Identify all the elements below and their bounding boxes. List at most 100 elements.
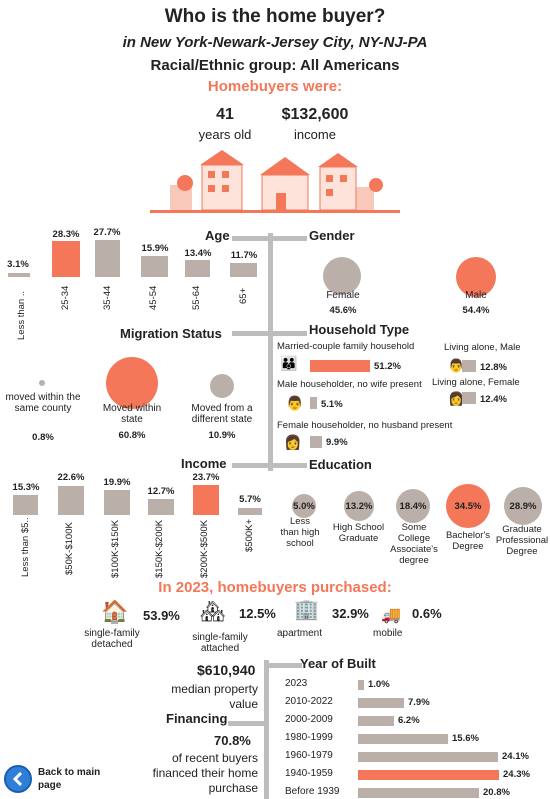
income-value: $132,600 bbox=[281, 106, 349, 123]
group-subtitle: Racial/Ethnic group: All Americans bbox=[150, 57, 400, 74]
income-label: 23.7% bbox=[192, 472, 220, 483]
year-built-label: 24.3% bbox=[503, 769, 530, 780]
age-tick: 65+ bbox=[238, 287, 249, 304]
age-bar bbox=[230, 263, 257, 277]
alone-female-label: Living alone, Female bbox=[432, 377, 520, 388]
migration-pct: 10.9% bbox=[208, 430, 236, 441]
attached-pct: 12.5% bbox=[239, 606, 276, 621]
house-icon: 🏠 bbox=[101, 599, 129, 624]
age-bar bbox=[8, 273, 30, 277]
income-tick: $50K-$100K bbox=[64, 522, 75, 575]
age-bar bbox=[185, 260, 210, 277]
year-built-bar bbox=[358, 788, 479, 798]
median-label: median property value bbox=[171, 682, 258, 711]
income-tick: $100K-$150K bbox=[110, 519, 121, 578]
education-label: Less than high school bbox=[280, 516, 320, 549]
age-tick: 35-44 bbox=[102, 285, 113, 310]
income-label: 19.9% bbox=[103, 477, 131, 488]
migration-circle bbox=[210, 374, 234, 398]
financing-title: Financing bbox=[166, 711, 228, 726]
apartment-label: apartment bbox=[277, 628, 323, 639]
female-label: Female bbox=[326, 290, 360, 301]
year-built-bar bbox=[358, 770, 499, 780]
year-built-label: 7.9% bbox=[408, 697, 430, 708]
income-tick: $200K-$500K bbox=[199, 519, 210, 578]
year-built-label: 20.8% bbox=[483, 787, 510, 798]
alone-male-label: Living alone, Male bbox=[444, 342, 521, 353]
age-bar bbox=[141, 256, 168, 277]
year-built-label: 1.0% bbox=[368, 679, 390, 690]
gender-title: Gender bbox=[309, 228, 355, 243]
detached-label: single-family detached bbox=[84, 628, 140, 650]
income-bar bbox=[13, 495, 38, 515]
age-value-label: years old bbox=[198, 127, 252, 142]
alone-female-pct: 12.4% bbox=[480, 394, 507, 405]
back-arrow-icon[interactable] bbox=[4, 765, 32, 793]
age-value: 41 bbox=[216, 106, 234, 123]
attached-label: single-family attached bbox=[192, 632, 248, 654]
education-circle bbox=[396, 489, 430, 523]
mobile-home-icon: 🚚 bbox=[381, 607, 401, 624]
back-to-main-button[interactable]: Back to main page bbox=[4, 765, 114, 795]
location-subtitle: in New York-Newark-Jersey City, NY-NJ-PA bbox=[122, 34, 428, 51]
year-built-label: 6.2% bbox=[398, 715, 420, 726]
migration-household-connector bbox=[232, 331, 307, 336]
alone-male-bar bbox=[462, 360, 476, 372]
townhouse-icon: 🏘 bbox=[200, 601, 226, 623]
female-circle bbox=[323, 257, 361, 295]
year-built-tick: 2023 bbox=[285, 678, 308, 689]
male-label: Male bbox=[465, 290, 487, 301]
income-label: 15.3% bbox=[12, 482, 40, 493]
male-no-wife-pct: 5.1% bbox=[321, 399, 343, 410]
financing-pct: 70.8% bbox=[214, 733, 251, 748]
median-value: $610,940 bbox=[197, 662, 256, 678]
year-built-tick: 2000-2009 bbox=[285, 714, 333, 725]
female-no-husband-label: Female householder, no husband present bbox=[277, 420, 453, 431]
apartment-icon: 🏢 bbox=[294, 599, 319, 621]
migration-label: Moved from a different state bbox=[191, 403, 253, 425]
year-built-tick: 1980-1999 bbox=[285, 732, 333, 743]
year-built-bar bbox=[358, 734, 448, 744]
alone-male-pct: 12.8% bbox=[480, 362, 507, 373]
household-title: Household Type bbox=[309, 322, 410, 337]
age-tick: 45-54 bbox=[148, 285, 159, 310]
woman-icon: 👩 bbox=[448, 391, 465, 406]
family-icon: 👪 bbox=[280, 355, 298, 371]
male-pct: 54.4% bbox=[462, 305, 490, 316]
education-circle bbox=[446, 484, 490, 528]
year-built-bar bbox=[358, 680, 364, 690]
age-tick: 55-64 bbox=[191, 285, 202, 310]
financing-label: of recent buyers financed their home pur… bbox=[152, 751, 258, 795]
income-tick: $500K+ bbox=[244, 518, 255, 552]
age-label: 13.4% bbox=[184, 248, 212, 259]
education-pct: 13.2% bbox=[345, 501, 373, 512]
financing-connector bbox=[228, 721, 266, 726]
income-bar bbox=[148, 499, 174, 515]
education-pct: 34.5% bbox=[454, 501, 482, 512]
back-to-main-label[interactable]: Back to main page bbox=[38, 767, 101, 791]
female-no-husband-bar bbox=[310, 436, 322, 448]
age-tick: 25-34 bbox=[60, 285, 71, 310]
center-divider bbox=[268, 233, 273, 471]
migration-circle bbox=[39, 380, 45, 386]
income-value-label: income bbox=[294, 127, 336, 142]
migration-label: moved within the same county bbox=[5, 392, 81, 414]
page-title: Who is the home buyer? bbox=[164, 6, 386, 27]
year-built-tick: 1960-1979 bbox=[285, 750, 333, 761]
female-pct: 45.6% bbox=[329, 305, 357, 316]
year-built-bar bbox=[358, 716, 394, 726]
year-built-bar bbox=[358, 698, 404, 708]
male-no-wife-label: Male householder, no wife present bbox=[277, 379, 422, 390]
man-child-icon: 👨 bbox=[286, 395, 304, 411]
income-bar bbox=[193, 485, 219, 515]
age-label: 3.1% bbox=[7, 259, 29, 270]
mobile-label: mobile bbox=[373, 628, 403, 639]
houses-illustration bbox=[150, 150, 400, 213]
education-pct: 18.4% bbox=[399, 501, 427, 512]
alone-female-bar bbox=[462, 392, 476, 404]
year-built-bar bbox=[358, 752, 498, 762]
income-title: Income bbox=[181, 456, 227, 471]
detached-pct: 53.9% bbox=[143, 608, 180, 623]
age-bar bbox=[95, 240, 120, 277]
age-gender-connector bbox=[232, 236, 307, 241]
